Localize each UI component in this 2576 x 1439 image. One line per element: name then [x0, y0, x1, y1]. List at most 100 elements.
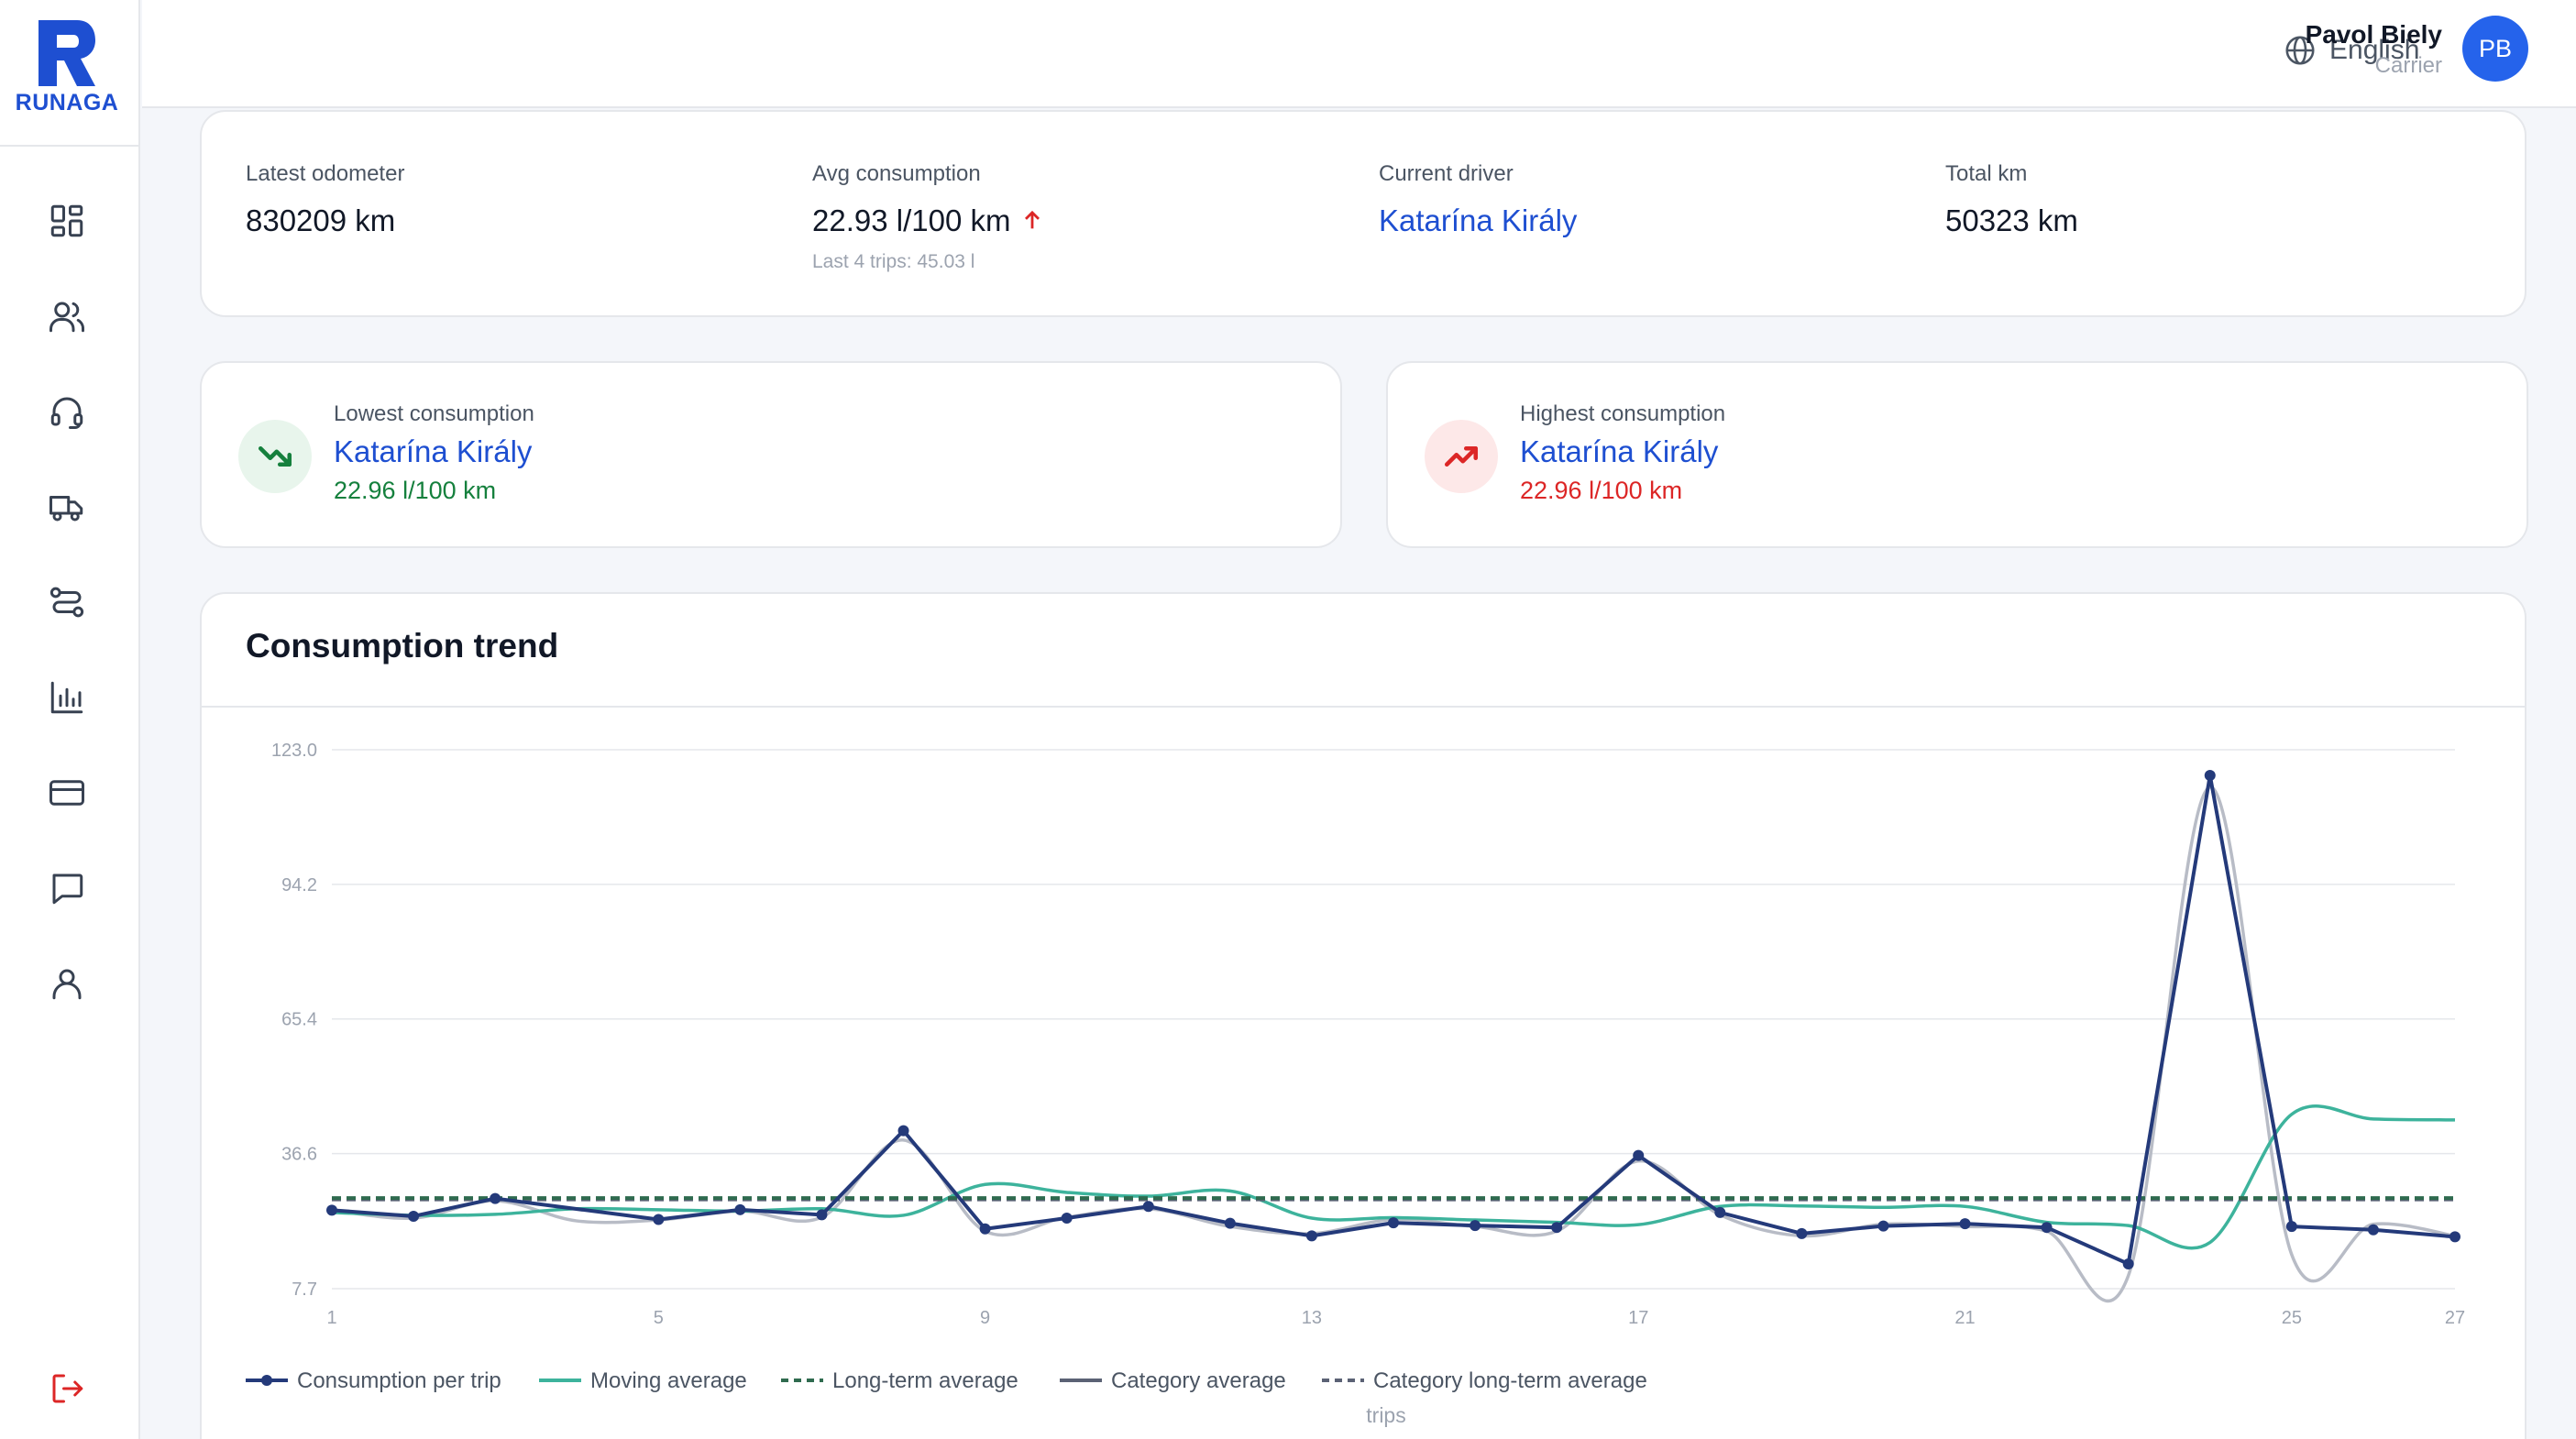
stat-avg-consumption: Avg consumption 22.93 l/100 km Last 4 tr…	[812, 161, 1045, 273]
avg-consumption-value: 22.93 l/100 km	[812, 203, 1011, 237]
mini-label: Highest consumption	[1520, 401, 1726, 426]
mini-label: Lowest consumption	[334, 401, 534, 426]
data-point	[1551, 1222, 1563, 1234]
current-driver-link[interactable]: Katarína Király	[1379, 203, 1578, 237]
data-point	[734, 1203, 746, 1215]
data-point	[490, 1192, 501, 1204]
stat-label: Current driver	[1379, 161, 1514, 186]
highest-value: 22.96 l/100 km	[1520, 477, 1683, 504]
bar-chart-icon[interactable]	[46, 676, 88, 719]
y-tick-label: 123.0	[271, 741, 317, 761]
stat-label: Total km	[1945, 161, 2028, 186]
legend-label: Long-term average	[832, 1368, 1018, 1393]
stat-sub: Last 4 trips: 45.03 l	[812, 251, 975, 272]
message-icon[interactable]	[46, 867, 88, 909]
vehicle-stats-card: Latest odometer 830209 km Avg consumptio…	[200, 110, 2526, 317]
data-point	[816, 1209, 828, 1221]
data-point	[1877, 1220, 1889, 1232]
highest-driver-link[interactable]: Katarína Király	[1520, 434, 1719, 468]
data-point	[1142, 1201, 1154, 1213]
avatar[interactable]: PB	[2462, 16, 2528, 82]
arrow-up-icon	[1019, 205, 1045, 231]
lowest-consumption-card: Lowest consumption Katarína Király 22.96…	[200, 361, 1342, 548]
x-tick-label: 9	[980, 1308, 990, 1328]
brand-name: RUNAGA	[15, 90, 119, 115]
legend-label: Consumption per trip	[297, 1368, 501, 1393]
highest-consumption-card: Highest consumption Katarína Király 22.9…	[1386, 361, 2528, 548]
x-tick-label: 17	[1628, 1308, 1648, 1328]
stat-current-driver: Current driver Katarína Király	[1379, 161, 1577, 238]
stat-latest-odometer: Latest odometer 830209 km	[246, 161, 404, 238]
divider	[202, 706, 2525, 708]
chart-title: Consumption trend	[246, 627, 559, 665]
user-name: Pavol Biely	[2305, 20, 2442, 49]
data-point	[1388, 1217, 1399, 1229]
x-tick-label: 1	[326, 1308, 336, 1328]
consumption-trend-card: Consumption trend 7.7 36.6 65.4 94.2 123.0 1 5…	[200, 592, 2526, 1439]
users-icon[interactable]	[46, 295, 88, 337]
y-tick-label: 36.6	[281, 1145, 317, 1165]
dashboard-icon[interactable]	[46, 200, 88, 242]
data-point	[1714, 1206, 1726, 1218]
data-point	[2041, 1222, 2053, 1234]
lowest-driver-link[interactable]: Katarína Király	[334, 434, 533, 468]
stat-total-km: Total km 50323 km	[1945, 161, 2078, 238]
data-point	[2122, 1258, 2134, 1269]
consumption-per-tripseries-line	[331, 774, 2456, 1266]
logout-icon[interactable]	[46, 1368, 88, 1410]
data-point	[2285, 1221, 2297, 1233]
data-point	[1470, 1220, 1481, 1232]
moving-averageseries-line	[331, 1104, 2456, 1250]
headset-icon[interactable]	[46, 390, 88, 433]
profile-icon[interactable]	[46, 962, 88, 1005]
data-point	[1959, 1218, 1971, 1230]
stat-label: Avg consumption	[812, 161, 981, 186]
legend-marker	[261, 1375, 272, 1386]
runaga-logo-icon	[39, 20, 95, 86]
language-selector[interactable]: English	[2284, 31, 2419, 70]
credit-card-icon[interactable]	[46, 772, 88, 814]
language-label: English	[2329, 35, 2420, 65]
x-axis-label: trips	[1366, 1403, 1405, 1427]
data-point	[979, 1223, 991, 1235]
y-tick-label: 94.2	[281, 875, 317, 895]
truck-icon[interactable]	[46, 486, 88, 528]
y-tick-label: 65.4	[281, 1010, 317, 1030]
globe-icon	[2285, 36, 2315, 65]
legend-label: Category average	[1111, 1368, 1286, 1393]
data-point	[653, 1214, 665, 1225]
data-point	[2367, 1224, 2379, 1236]
x-tick-label: 27	[2445, 1308, 2465, 1328]
data-point	[1224, 1217, 1236, 1229]
data-point	[1796, 1227, 1808, 1239]
x-tick-label: 5	[654, 1308, 664, 1328]
y-tick-label: 7.7	[292, 1280, 317, 1300]
data-point	[408, 1210, 420, 1222]
data-point	[1061, 1212, 1073, 1224]
legend-label: Category long-term average	[1373, 1368, 1647, 1393]
sidebar: RUNAGA	[0, 0, 140, 1439]
data-point	[1633, 1149, 1645, 1161]
data-point	[326, 1204, 337, 1216]
route-icon[interactable]	[46, 581, 88, 623]
stat-value: 50323 km	[1945, 203, 2078, 237]
stat-label: Latest odometer	[246, 161, 405, 186]
trending-up-icon	[1425, 420, 1498, 493]
lowest-value: 22.96 l/100 km	[334, 477, 497, 504]
data-point	[2449, 1231, 2460, 1243]
data-point	[1305, 1230, 1317, 1242]
stat-value: 22.93 l/100 km	[812, 203, 1045, 238]
lowest-consumption-info: Lowest consumption Katarína Király 22.96…	[334, 401, 534, 505]
legend-label: Moving average	[590, 1368, 747, 1393]
data-point	[2204, 770, 2216, 782]
top-header: English Pavol Biely Carrier	[142, 0, 2576, 108]
x-tick-label: 25	[2282, 1308, 2302, 1328]
data-point	[897, 1125, 909, 1137]
x-tick-label: 13	[1302, 1308, 1322, 1328]
trending-down-icon	[238, 420, 312, 493]
logo[interactable]: RUNAGA	[0, 0, 140, 147]
stat-value: 830209 km	[246, 203, 396, 237]
consumption-trend-chart: 7.7 36.6 65.4 94.2 123.0 1 5 9 13 17 21 25 27 Consump…	[246, 741, 2465, 1427]
highest-consumption-info: Highest consumption Katarína Király 22.9…	[1520, 401, 1725, 505]
user-role: Carrier	[2374, 53, 2442, 78]
